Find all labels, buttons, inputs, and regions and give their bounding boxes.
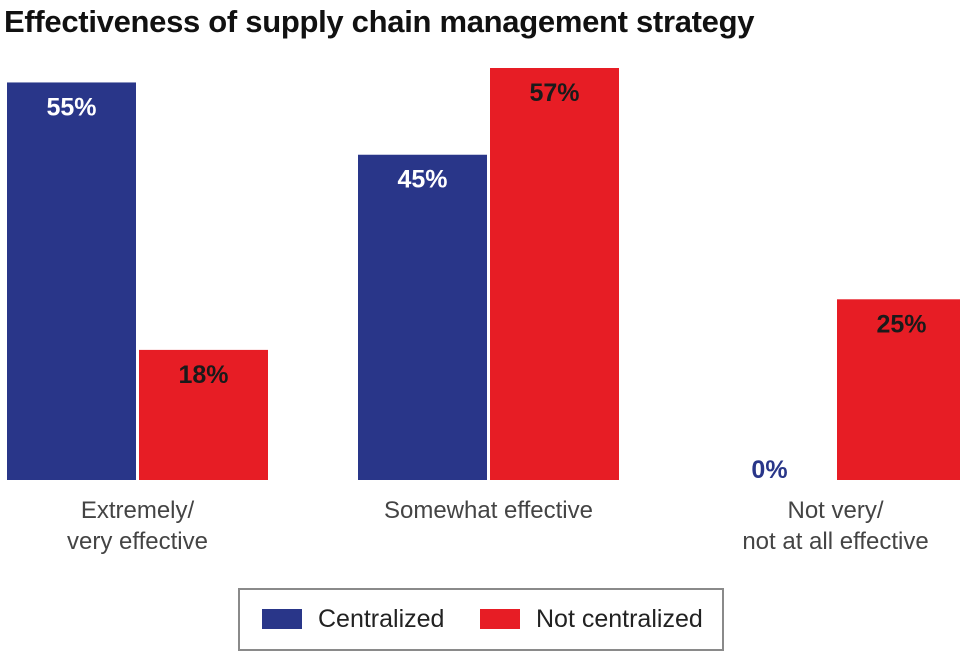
legend-swatch-centralized: [262, 609, 302, 629]
category-label-line: Somewhat effective: [384, 497, 593, 524]
category-label-not-very-not-at-all-effective: Not very/not at all effective: [742, 497, 928, 555]
bar-centralized-somewhat-effective: [358, 154, 487, 480]
category-labels-layer: Extremely/very effective Somewhat effecti…: [67, 497, 929, 555]
category-label-line: not at all effective: [742, 528, 928, 555]
bar-chart: 55% 18% 45% 57% 0% 25% Extremely/very effecti…: [7, 68, 960, 555]
data-label-centralized-extremely-very-effective: 55%: [46, 93, 96, 121]
chart-title: Effectiveness of supply chain management…: [4, 4, 755, 39]
bar-not-centralized-not-very-not-at-all-effective: [837, 299, 960, 480]
bar-not-centralized-extremely-very-effective: [139, 349, 268, 480]
category-label-line: very effective: [67, 528, 208, 555]
legend-label-centralized: Centralized: [318, 605, 445, 633]
legend-label-not-centralized: Not centralized: [536, 605, 703, 633]
bars-layer: [7, 68, 960, 480]
value-labels-layer: 55% 18% 45% 57% 0% 25%: [46, 79, 926, 484]
category-label-extremely-very-effective: Extremely/very effective: [67, 497, 208, 555]
category-label-line: Not very/: [787, 497, 883, 524]
category-label-line: Extremely/: [81, 497, 195, 524]
data-label-centralized-somewhat-effective: 45%: [397, 166, 447, 194]
bar-centralized-extremely-very-effective: [7, 82, 136, 480]
category-label-somewhat-effective: Somewhat effective: [384, 497, 593, 524]
legend-swatch-not-centralized: [480, 609, 520, 629]
data-label-not-centralized-extremely-very-effective: 18%: [178, 361, 228, 389]
data-label-not-centralized-somewhat-effective: 57%: [529, 79, 579, 107]
data-label-not-centralized-not-very-not-at-all-effective: 25%: [876, 310, 926, 338]
bar-not-centralized-somewhat-effective: [490, 68, 619, 480]
data-label-centralized-not-very-not-at-all-effective: 0%: [751, 456, 787, 484]
legend: Centralized Not centralized: [238, 588, 724, 651]
